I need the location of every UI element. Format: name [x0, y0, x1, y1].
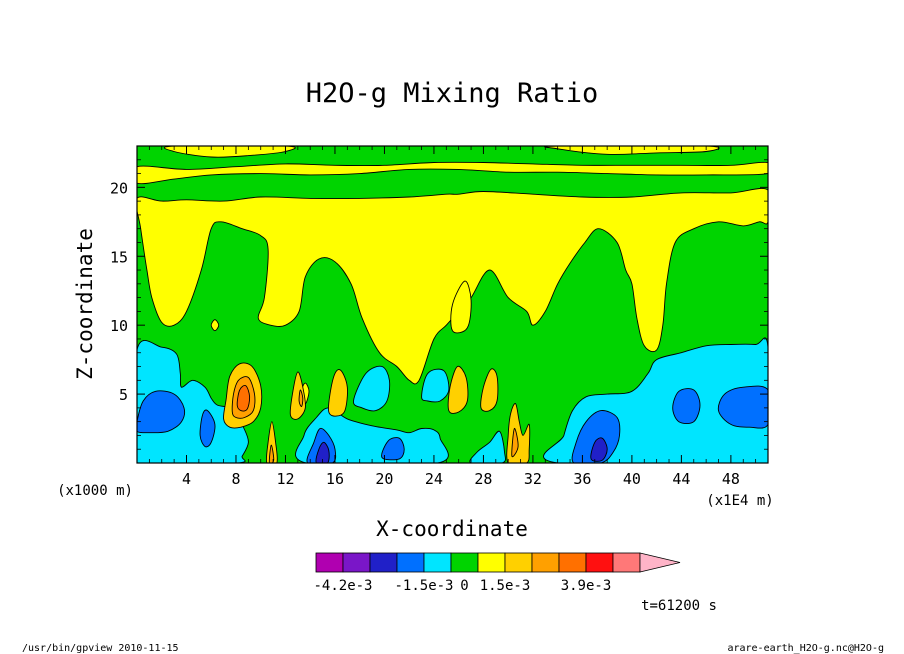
y-axis-label: Z-coordinate: [73, 228, 97, 380]
y-tick-label: 15: [110, 248, 128, 266]
colorbar-tick-label: -4.2e-3: [313, 578, 372, 594]
colorbar-swatch: [504, 552, 533, 573]
x-tick-label: 32: [524, 470, 542, 488]
contour-region-11: [421, 368, 450, 403]
contour-field: [137, 146, 768, 463]
colorbar-swatch: [396, 552, 425, 573]
contour-region-14: [137, 390, 185, 434]
contour-region-18: [571, 410, 621, 463]
contour-region-24: [289, 371, 306, 420]
colorbar-swatch: [477, 552, 506, 573]
plot-frame: [136, 145, 769, 464]
colorbar-tick-label: 0: [460, 578, 468, 594]
y-tick-label: 10: [110, 317, 128, 335]
contour-region-27: [480, 368, 499, 412]
contour-region-19: [672, 388, 701, 424]
colorbar-swatch: [585, 552, 614, 573]
x-tick-label: 48: [722, 470, 740, 488]
colorbar-tick-label: -1.5e-3: [394, 578, 453, 594]
y-unit-label: (x1000 m): [57, 483, 133, 499]
contour-region-5: [450, 280, 472, 334]
contour-region-21: [315, 441, 330, 463]
contour-region-31: [236, 385, 251, 412]
colorbar-tick-label: 3.9e-3: [561, 578, 612, 594]
x-tick-label: 28: [474, 470, 492, 488]
colorbar-swatch: [423, 552, 452, 573]
y-ticks: 5 10 15 20: [110, 159, 768, 450]
x-ticks: 4 8 12 16 20 24 28 32 36 40 44 48: [148, 146, 757, 488]
contour-region-33: [268, 444, 275, 463]
x-unit-label: (x1E4 m): [706, 493, 773, 509]
contour-region-17: [381, 437, 405, 461]
x-tick-label: 16: [326, 470, 344, 488]
contour-region-32: [298, 389, 304, 407]
contour-region-26: [447, 365, 469, 414]
contour-region-25: [327, 369, 348, 417]
x-tick-label: 20: [375, 470, 393, 488]
contour-region-22: [590, 437, 608, 462]
colorbar-swatch: [342, 552, 371, 573]
footer-right: arare-earth_H2O-g.nc@H2O-g: [727, 643, 884, 654]
contour-region-6: [210, 319, 220, 332]
contour-region-15: [199, 409, 216, 448]
contour-region-3: [163, 146, 296, 158]
x-tick-label: 8: [231, 470, 240, 488]
x-tick-label: 44: [672, 470, 690, 488]
y-tick-label: 5: [119, 386, 128, 404]
colorbar-swatch: [531, 552, 560, 573]
contour-region-34: [511, 428, 519, 458]
colorbar-swatch: [315, 552, 344, 573]
time-label: t=61200 s: [641, 598, 717, 614]
x-tick-label: 40: [623, 470, 641, 488]
contour-region-1: [137, 187, 768, 385]
y-tick-label: 20: [110, 179, 128, 197]
x-tick-label: 36: [573, 470, 591, 488]
colorbar-swatch: [558, 552, 587, 573]
colorbar-tick-label: 1.5e-3: [480, 578, 531, 594]
contour-region-28: [265, 421, 278, 463]
x-axis-label: X-coordinate: [376, 517, 528, 541]
colorbar-swatch: [612, 552, 641, 573]
footer-left: /usr/bin/gpview 2010-11-15: [22, 643, 179, 654]
contour-region-2: [137, 161, 768, 185]
contour-region-13: [469, 430, 506, 463]
colorbar: -4.2e-3 -1.5e-3 0 1.5e-3 3.9e-3: [313, 552, 681, 594]
x-tick-label: 24: [425, 470, 443, 488]
colorbar-swatch: [450, 552, 479, 573]
contour-region-20: [717, 385, 768, 429]
x-tick-label: 4: [182, 470, 191, 488]
contour-region-10: [353, 365, 391, 412]
x-tick-label: 12: [276, 470, 294, 488]
colorbar-extend-arrow: [639, 552, 681, 573]
chart-title: H2O-g Mixing Ratio: [306, 78, 599, 109]
colorbar-swatch: [369, 552, 398, 573]
